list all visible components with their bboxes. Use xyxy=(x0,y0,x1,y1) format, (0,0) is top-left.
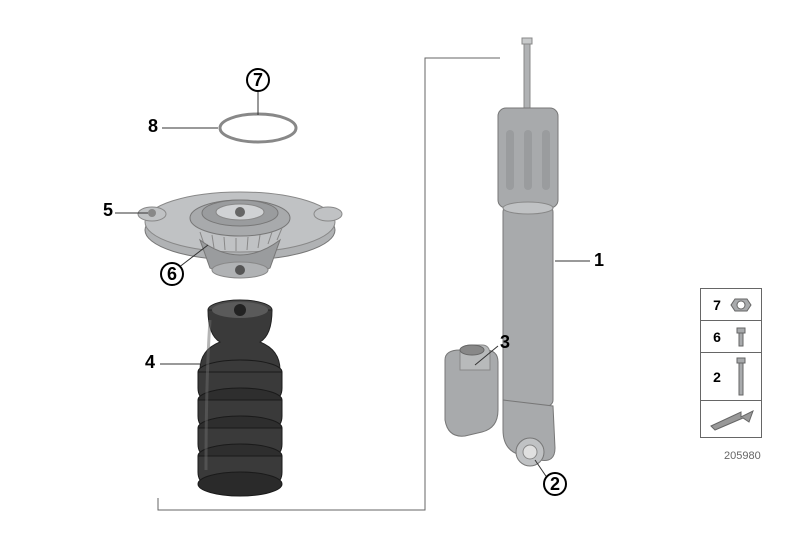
nut-icon xyxy=(727,293,755,317)
legend-num-2: 2 xyxy=(707,369,727,385)
o-ring xyxy=(220,114,296,142)
callout-4: 4 xyxy=(145,352,155,373)
shock-absorber xyxy=(498,38,558,466)
document-id: 205980 xyxy=(724,450,761,462)
legend-num-6: 6 xyxy=(707,329,727,345)
protective-cap xyxy=(445,345,498,436)
callout-8: 8 xyxy=(148,116,158,137)
callout-6: 6 xyxy=(160,262,184,286)
parts-diagram xyxy=(0,0,800,560)
callout-3: 3 xyxy=(500,332,510,353)
legend-num-7: 7 xyxy=(707,297,727,313)
bump-stop-boot xyxy=(198,300,282,496)
bolt-short-icon xyxy=(727,325,755,349)
callout-1: 1 xyxy=(594,250,604,271)
callout-2: 2 xyxy=(543,472,567,496)
hardware-legend: 7 6 2 xyxy=(700,288,762,438)
continue-arrow-icon xyxy=(705,404,757,434)
callout-7: 7 xyxy=(246,68,270,92)
bolt-long-icon xyxy=(727,356,755,398)
callout-5: 5 xyxy=(103,200,113,221)
